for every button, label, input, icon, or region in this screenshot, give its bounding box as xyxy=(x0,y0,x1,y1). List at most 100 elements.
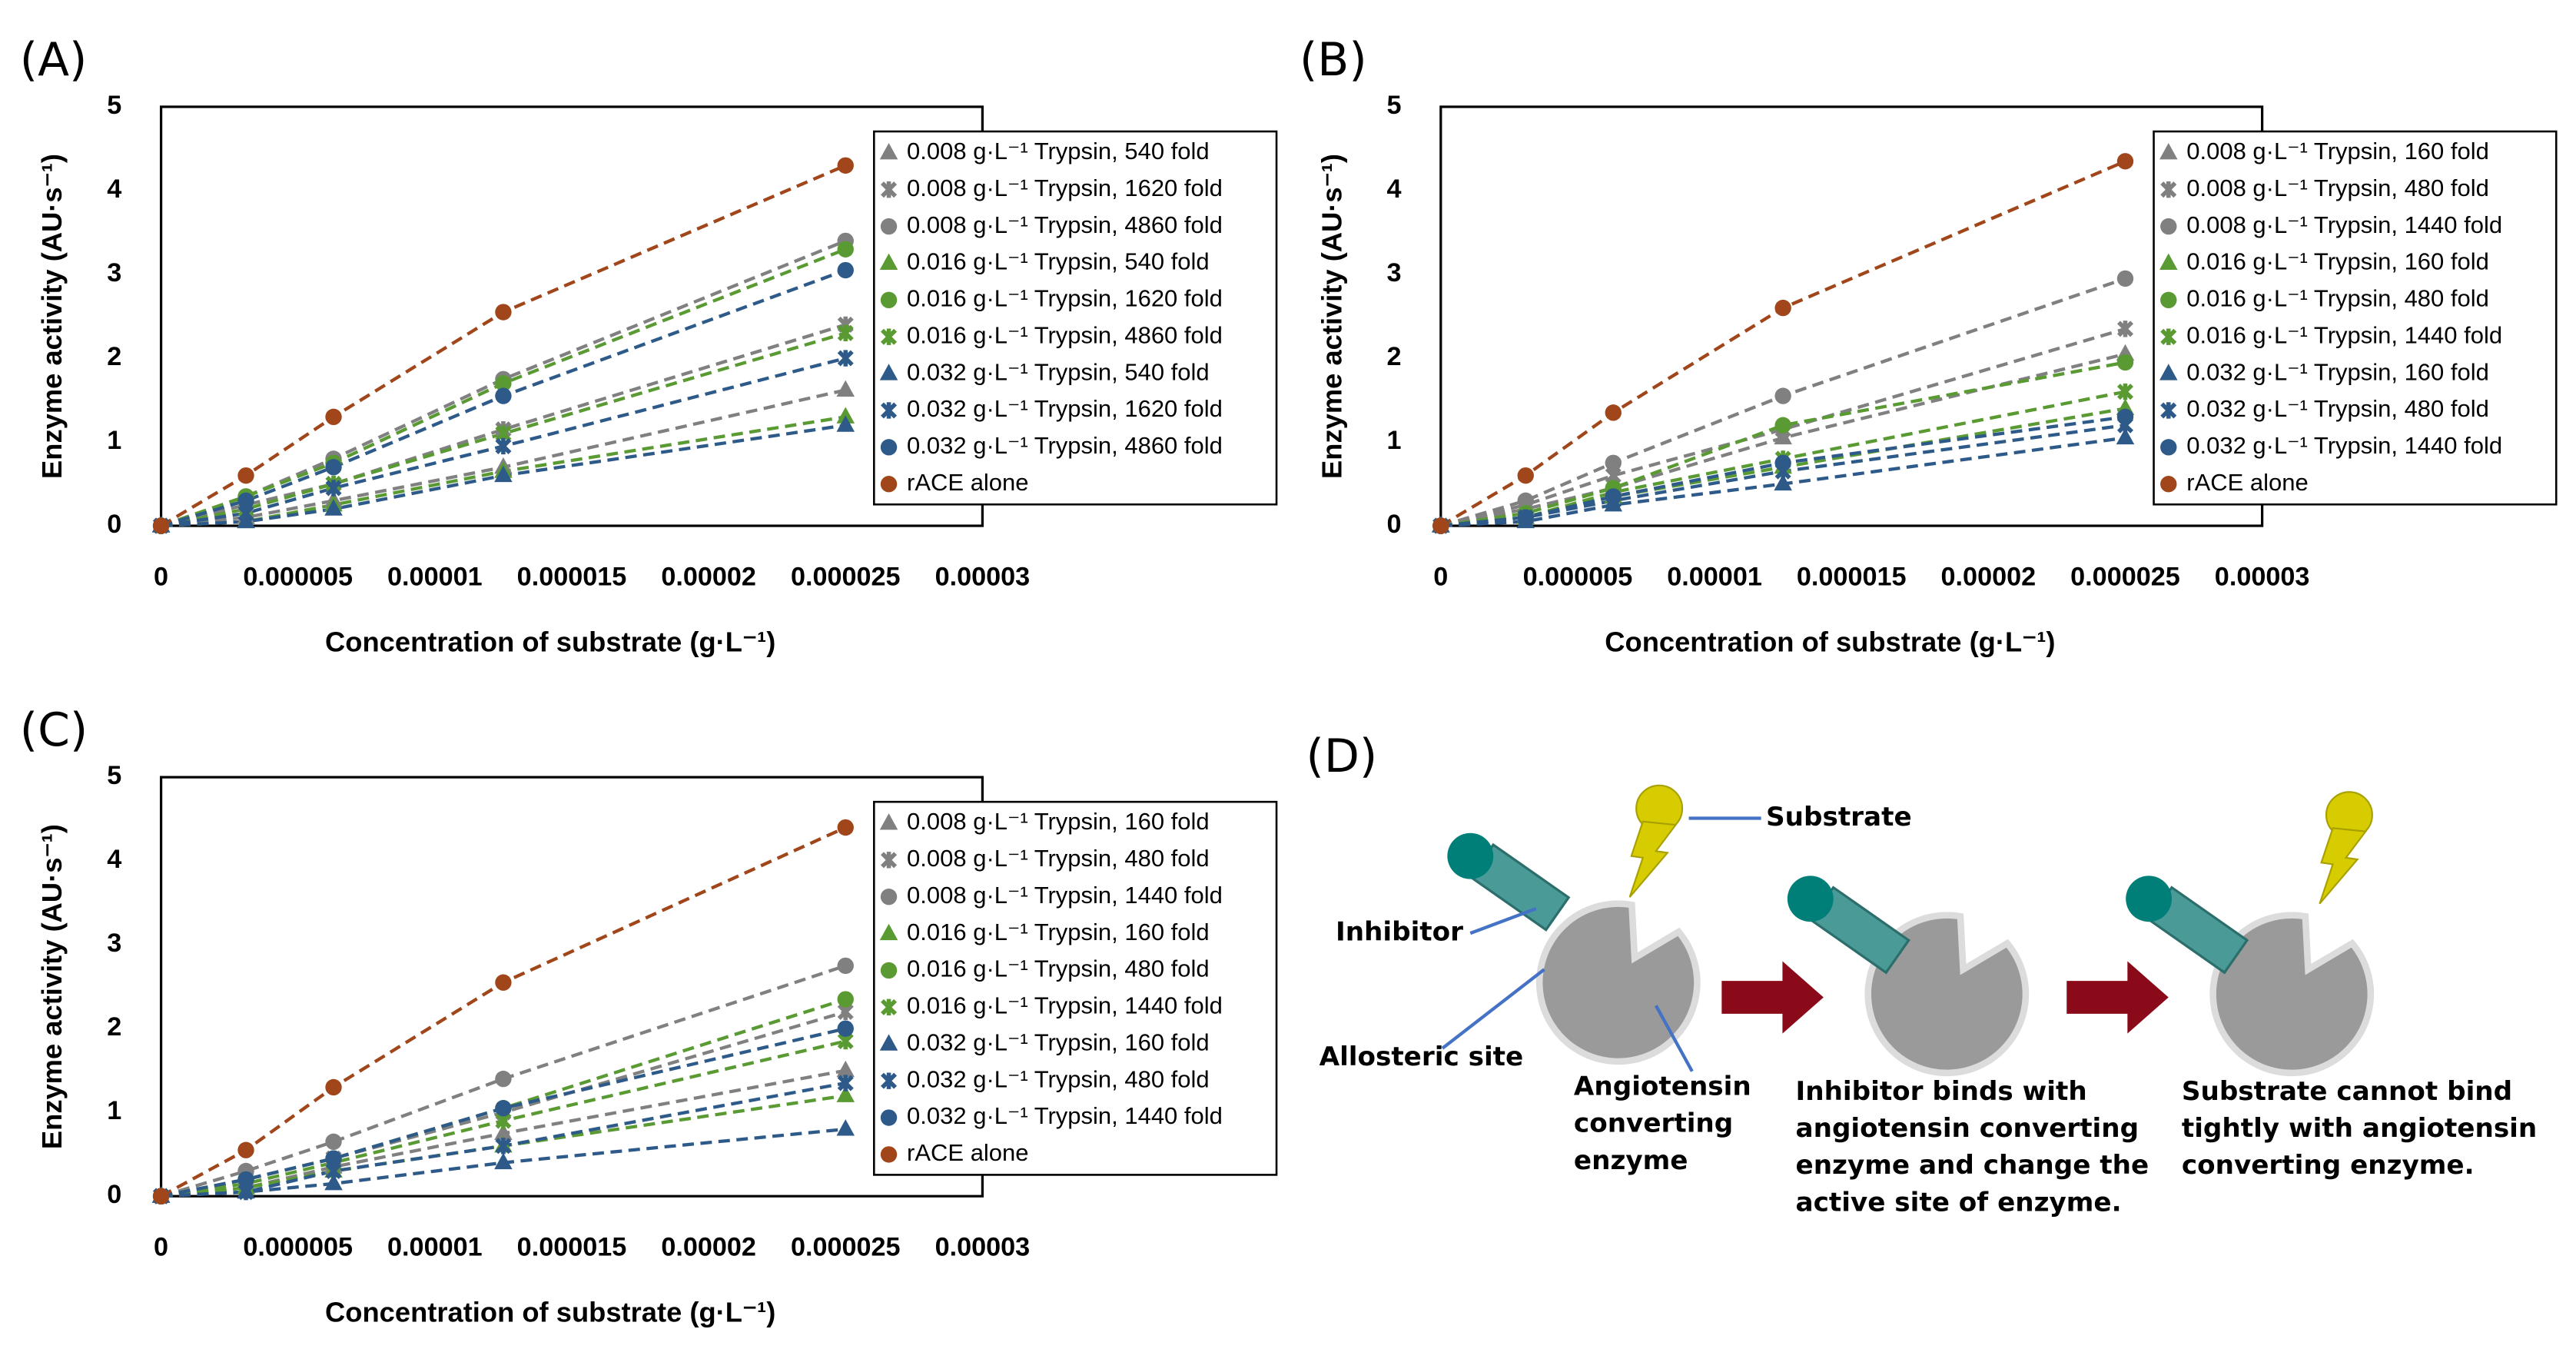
y-tick-label: 3 xyxy=(107,258,121,287)
chart: (B) 0 1 2 3 4 5 0 0.000005 0.00001 0.000015 0.00002… xyxy=(1300,33,2558,658)
marker xyxy=(495,304,512,321)
legend-box xyxy=(873,800,1278,1176)
caption-line: tightly with angiotensin xyxy=(2182,1113,2537,1144)
x-tick-label: 0.00003 xyxy=(2215,562,2310,591)
marker xyxy=(1517,509,1534,526)
y-tick-label: 3 xyxy=(1386,258,1401,287)
marker xyxy=(836,1119,855,1136)
y-tick-label: 5 xyxy=(107,761,121,790)
marker xyxy=(837,241,854,258)
x-tick-label: 0.000015 xyxy=(517,1233,627,1262)
caption-line: converting enzyme. xyxy=(2182,1150,2475,1181)
legend-marker xyxy=(879,813,898,830)
x-tick-label: 0.000015 xyxy=(517,562,627,591)
marker xyxy=(836,415,855,432)
y-tick-label: 0 xyxy=(1386,510,1401,539)
legend-label: 0.016 g·L⁻¹ Trypsin, 1440 fold xyxy=(907,992,1223,1019)
x-tick-label: 0.000005 xyxy=(243,1233,353,1262)
y-tick-label: 2 xyxy=(107,1012,121,1042)
marker xyxy=(495,437,512,455)
y-tick-label: 3 xyxy=(107,929,121,958)
y-axis-label: Enzyme activity (AU·s⁻¹) xyxy=(36,824,68,1149)
marker xyxy=(495,375,512,392)
legend-label: rACE alone xyxy=(907,1139,1028,1166)
inhibitor-shape xyxy=(1447,832,2249,975)
marker xyxy=(1432,517,1449,534)
legend-label: 0.032 g·L⁻¹ Trypsin, 160 fold xyxy=(907,1028,1210,1055)
trend-line xyxy=(161,1094,846,1198)
legend-marker xyxy=(881,998,898,1016)
marker xyxy=(1774,299,1791,317)
x-tick-label: 0.000025 xyxy=(791,1233,901,1262)
x-axis-label: Concentration of substrate (g·L⁻¹) xyxy=(325,1297,775,1328)
caption-line: converting xyxy=(1574,1108,1733,1139)
trend-line xyxy=(1440,415,2126,528)
marker xyxy=(837,350,854,367)
panel-label: (D) xyxy=(1306,729,1378,783)
marker xyxy=(837,1075,854,1091)
legend-marker xyxy=(880,1146,898,1163)
marker xyxy=(837,957,854,975)
legend-marker xyxy=(2160,291,2177,309)
marker xyxy=(2116,270,2134,287)
arrow xyxy=(1721,961,2169,1034)
legend-label: 0.008 g·L⁻¹ Trypsin, 4860 fold xyxy=(907,211,1223,238)
x-tick-label: 0.000025 xyxy=(2070,562,2180,591)
legend-label: 0.008 g·L⁻¹ Trypsin, 160 fold xyxy=(2186,138,2489,164)
marker xyxy=(1517,492,1534,510)
legend-label: 0.008 g·L⁻¹ Trypsin, 480 fold xyxy=(2186,174,2489,201)
x-tick-label: 0.00001 xyxy=(387,562,483,591)
marker xyxy=(325,1133,342,1151)
legend-marker xyxy=(880,1109,898,1126)
legend-marker xyxy=(2159,253,2178,270)
legend-marker xyxy=(879,142,898,160)
x-tick-label: 0.00001 xyxy=(1667,562,1762,591)
marker xyxy=(494,1152,513,1170)
legend-marker xyxy=(880,291,898,309)
legend-label: 0.008 g·L⁻¹ Trypsin, 540 fold xyxy=(907,138,1210,164)
marker xyxy=(325,459,342,476)
marker xyxy=(1774,417,1791,434)
x-axis-label: Concentration of substrate (g·L⁻¹) xyxy=(325,626,775,658)
x-tick-label: 0.000025 xyxy=(791,562,901,591)
inhibitor-label: Inhibitor xyxy=(1336,917,1463,948)
trend-line xyxy=(161,388,846,528)
x-axis-label: Concentration of substrate (g·L⁻¹) xyxy=(1605,626,2055,658)
legend-marker xyxy=(879,923,898,941)
x-tick-label: 0.000015 xyxy=(1797,562,1907,591)
x-tick-label: 0.00002 xyxy=(661,1233,756,1262)
marker xyxy=(495,387,512,404)
trend-line xyxy=(161,1027,846,1198)
legend-label: 0.016 g·L⁻¹ Trypsin, 1620 fold xyxy=(907,285,1223,312)
marker xyxy=(837,324,854,341)
marker xyxy=(836,1060,855,1078)
trend-line xyxy=(161,1039,846,1198)
marker xyxy=(836,380,855,397)
y-tick-label: 1 xyxy=(1386,426,1401,455)
legend-marker xyxy=(2159,142,2178,160)
legend-marker xyxy=(2160,181,2177,198)
marker xyxy=(2116,321,2134,337)
caption-line: Inhibitor binds with xyxy=(1796,1076,2087,1107)
legend-marker xyxy=(2160,439,2177,456)
legend-marker xyxy=(880,476,898,493)
trend-line xyxy=(161,331,846,528)
legend-marker xyxy=(2160,328,2177,345)
legend-marker xyxy=(2160,476,2177,493)
legend-box xyxy=(2153,130,2558,506)
x-tick-label: 0 xyxy=(154,562,168,591)
marker xyxy=(2116,408,2134,426)
legend-label: 0.032 g·L⁻¹ Trypsin, 1440 fold xyxy=(2186,432,2502,459)
marker xyxy=(1774,473,1792,491)
caption-line: enzyme and change the xyxy=(1796,1150,2149,1181)
legend-label: 0.032 g·L⁻¹ Trypsin, 160 fold xyxy=(2186,358,2489,385)
legend-marker xyxy=(881,402,898,419)
marker xyxy=(1605,404,1622,421)
x-tick-label: 0.00003 xyxy=(935,562,1031,591)
substrate-label: Substrate xyxy=(1766,802,1912,832)
caption-line: Angiotensin xyxy=(1574,1072,1751,1102)
legend-label: 0.016 g·L⁻¹ Trypsin, 160 fold xyxy=(907,919,1210,945)
marker xyxy=(837,991,854,1008)
y-tick-label: 4 xyxy=(107,174,121,204)
legend-marker xyxy=(2159,364,2178,380)
